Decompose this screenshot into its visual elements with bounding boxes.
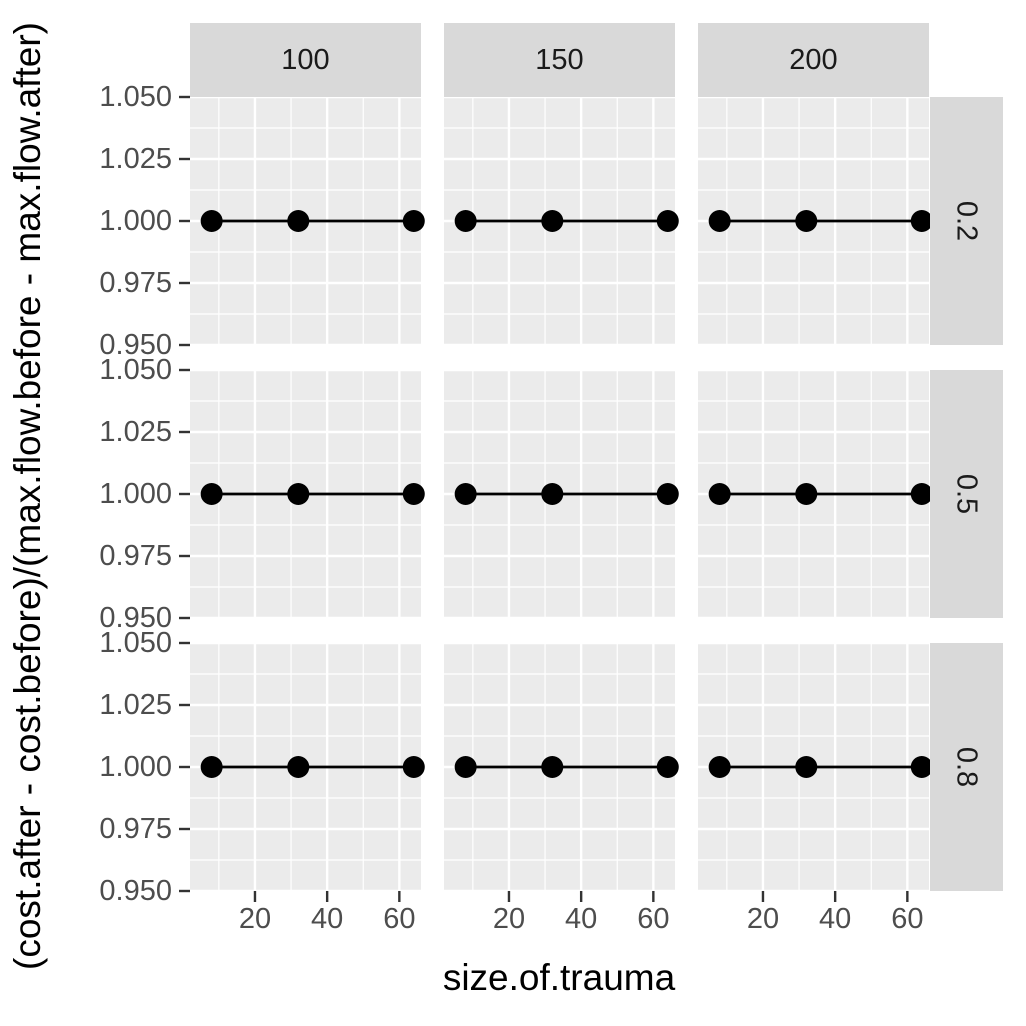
panels-layer [190,95,933,893]
data-point [402,756,425,778]
data-point [708,210,731,232]
data-point [656,210,679,232]
row-strip [930,370,1003,618]
col-strip [190,23,421,97]
data-point [910,210,933,232]
data-point [287,756,310,778]
row-strip-label: 0.8 [951,747,983,787]
y-axis-title: (cost.after - cost.before)/(max.flow.bef… [7,22,48,970]
y-tick-label: 1.025 [99,689,172,721]
y-tick-label: 0.975 [99,813,172,845]
x-tick-label: 60 [383,903,415,935]
data-point [541,756,564,778]
row-strip [930,643,1003,891]
x-tick-label: 40 [311,903,343,935]
panel-150-0.5 [444,368,679,620]
row-strip-label: 0.5 [951,474,983,514]
data-point [454,210,477,232]
data-point [656,483,679,505]
panel-200-0.5 [698,368,933,620]
x-axis-title: size.of.trauma [443,957,676,998]
x-tick-label: 20 [239,903,271,935]
y-tick-label: 1.025 [99,143,172,175]
data-point [200,483,223,505]
row-strip [930,97,1003,345]
y-tick-label: 0.950 [99,602,172,634]
data-point [200,210,223,232]
y-tick-label: 0.950 [99,875,172,907]
y-tick-label: 0.950 [99,329,172,361]
data-point [541,210,564,232]
x-tick-label: 60 [637,903,669,935]
y-tick-label: 0.975 [99,540,172,572]
y-tick-label: 1.000 [99,751,172,783]
data-point [708,483,731,505]
y-tick-label: 1.050 [99,81,172,113]
data-point [656,756,679,778]
x-tick-label: 60 [891,903,923,935]
col-strip-label: 100 [281,44,329,76]
data-point [910,756,933,778]
x-tick-label: 40 [819,903,851,935]
data-point [287,483,310,505]
data-point [287,210,310,232]
col-strip [444,23,675,97]
panel-200-0.8 [698,641,933,893]
data-point [541,483,564,505]
data-point [795,756,818,778]
data-point [795,483,818,505]
data-point [708,756,731,778]
panel-150-0.2 [444,95,679,347]
strips-layer: 0.2 0.5 0.8 100 150 200 [190,23,1003,891]
panel-200-0.2 [698,95,933,347]
panel-100-0.2 [190,95,425,347]
data-point [795,210,818,232]
x-tick-label: 20 [493,903,525,935]
y-tick-label: 1.000 [99,205,172,237]
y-tick-label: 0.975 [99,267,172,299]
axes-layer: 0.9500.9751.0001.0251.0500.9500.9751.000… [99,81,923,935]
data-point [454,483,477,505]
panel-100-0.8 [190,641,425,893]
col-strip-label: 150 [535,44,583,76]
data-point [454,756,477,778]
panel-150-0.8 [444,641,679,893]
data-point [402,483,425,505]
y-tick-label: 1.050 [99,354,172,386]
y-tick-label: 1.000 [99,478,172,510]
x-tick-label: 40 [565,903,597,935]
x-tick-label: 20 [747,903,779,935]
panel-100-0.5 [190,368,425,620]
col-strip [698,23,929,97]
y-tick-label: 1.050 [99,627,172,659]
y-tick-label: 1.025 [99,416,172,448]
data-point [200,756,223,778]
row-strip-label: 0.2 [951,201,983,241]
data-point [910,483,933,505]
data-point [402,210,425,232]
col-strip-label: 200 [789,44,837,76]
